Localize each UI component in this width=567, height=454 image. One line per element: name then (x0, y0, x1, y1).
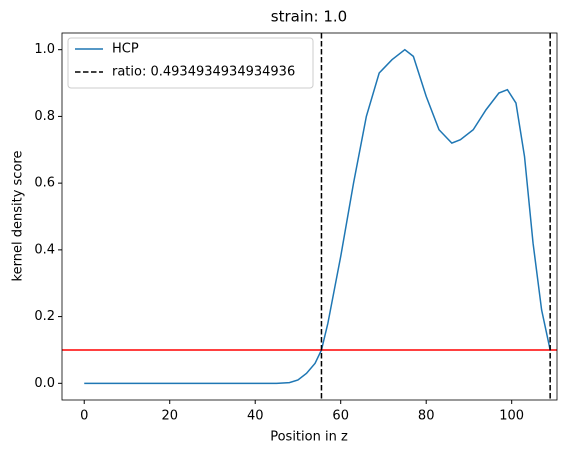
chart-title: strain: 1.0 (271, 8, 347, 26)
plot-frame (61, 32, 558, 401)
x-tick-label: 80 (418, 409, 435, 424)
x-tick-label: 60 (332, 409, 349, 424)
x-axis-label: Position in z (270, 430, 348, 445)
x-tick-label: 20 (161, 409, 178, 424)
x-tick-label: 0 (80, 409, 88, 424)
y-tick-label: 0.6 (34, 176, 55, 191)
y-tick-label: 0.2 (34, 309, 55, 324)
y-tick-label: 0.8 (34, 109, 55, 124)
legend-box (67, 37, 314, 89)
y-tick-label: 0.0 (34, 376, 55, 391)
data-line (84, 48, 551, 385)
x-tick-label: 40 (247, 409, 264, 424)
legend-label: ratio: 0.4934934934934936 (112, 65, 295, 80)
legend-label: HCP (112, 42, 139, 57)
y-axis-label: kernel density score (11, 151, 26, 282)
y-tick-label: 0.4 (34, 242, 55, 257)
x-tick-label: 100 (499, 409, 524, 424)
y-tick-label: 1.0 (34, 42, 55, 57)
